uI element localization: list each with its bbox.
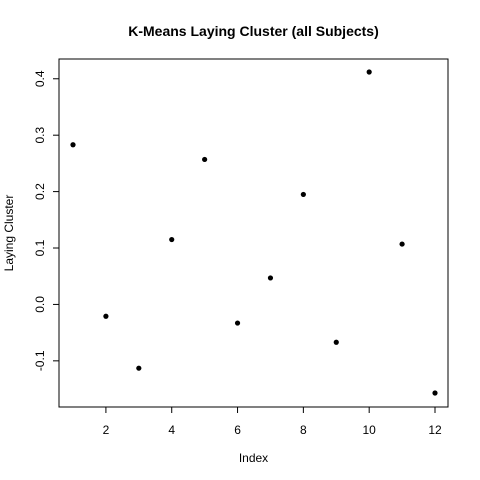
y-tick-label: 0.1 bbox=[33, 239, 47, 256]
data-points bbox=[70, 69, 438, 396]
data-point bbox=[70, 142, 76, 148]
y-tick-label: -0.1 bbox=[33, 350, 47, 371]
data-point bbox=[267, 275, 274, 281]
y-tick-label: 0.3 bbox=[33, 127, 47, 144]
data-point bbox=[333, 339, 339, 345]
x-axis-label: Index bbox=[239, 451, 268, 465]
data-point bbox=[300, 191, 306, 198]
x-axis: 2 4 6 8 10 12 bbox=[103, 406, 442, 437]
data-point bbox=[136, 365, 142, 371]
data-point bbox=[234, 320, 241, 326]
x-tick-label: 10 bbox=[363, 423, 377, 437]
data-point bbox=[202, 156, 208, 163]
chart-title: K-Means Laying Cluster (all Subjects) bbox=[128, 23, 379, 39]
y-tick-label: 0.4 bbox=[33, 70, 47, 87]
y-tick-label: 0.2 bbox=[33, 183, 47, 200]
y-tick-label: 0.0 bbox=[33, 296, 47, 313]
data-point bbox=[432, 390, 438, 396]
y-axis-label: Laying Cluster bbox=[2, 195, 16, 272]
data-point bbox=[399, 241, 405, 247]
x-tick-label: 4 bbox=[168, 423, 175, 437]
data-point bbox=[103, 313, 109, 319]
x-tick-label: 6 bbox=[234, 423, 241, 437]
data-point bbox=[366, 69, 372, 75]
x-tick-label: 2 bbox=[103, 423, 110, 437]
data-point bbox=[169, 236, 175, 243]
y-axis: -0.1 0.0 0.1 0.2 0.3 0.4 bbox=[33, 70, 60, 371]
x-tick-label: 8 bbox=[300, 423, 307, 437]
x-tick-label: 12 bbox=[428, 423, 442, 437]
